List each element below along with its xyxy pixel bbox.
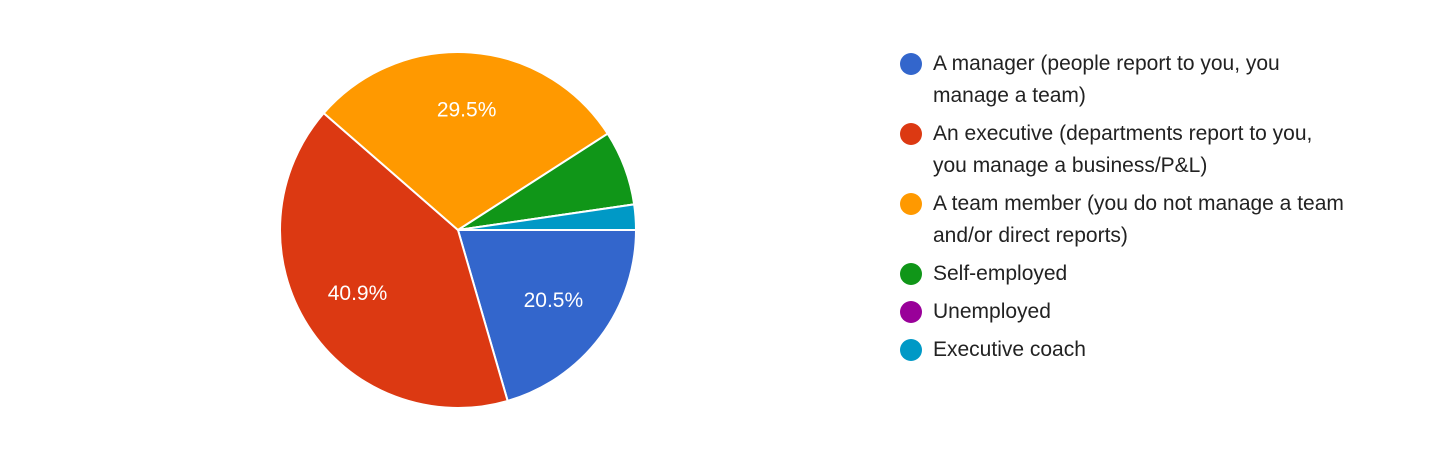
legend-item: A team member (you do not manage a team … bbox=[900, 188, 1350, 252]
slice-label: 29.5% bbox=[437, 99, 497, 122]
legend-label: A team member (you do not manage a team … bbox=[933, 192, 1344, 247]
legend-swatch bbox=[900, 263, 922, 285]
legend-item: An executive (departments report to you,… bbox=[900, 118, 1350, 182]
legend-label: Self-employed bbox=[933, 262, 1068, 285]
legend-swatch bbox=[900, 301, 922, 323]
legend-swatch bbox=[900, 53, 922, 75]
legend-label: Unemployed bbox=[933, 300, 1051, 323]
pie-chart: 20.5% 40.9% 29.5% bbox=[279, 51, 638, 409]
legend-swatch bbox=[900, 339, 922, 361]
slice-label: 20.5% bbox=[524, 289, 584, 312]
legend-swatch bbox=[900, 123, 922, 145]
legend-item: A manager (people report to you, you man… bbox=[900, 48, 1350, 112]
slice-label: 40.9% bbox=[328, 282, 388, 305]
pie-slice bbox=[457, 203, 638, 231]
legend: A manager (people report to you, you man… bbox=[900, 48, 1350, 372]
legend-item: Executive coach bbox=[900, 334, 1350, 366]
legend-label: Executive coach bbox=[933, 338, 1086, 361]
legend-label: A manager (people report to you, you man… bbox=[933, 52, 1280, 107]
pie-slice bbox=[456, 229, 638, 403]
legend-label: An executive (departments report to you,… bbox=[933, 122, 1313, 177]
legend-item: Self-employed bbox=[900, 258, 1350, 290]
legend-swatch bbox=[900, 193, 922, 215]
pie-slice bbox=[322, 51, 610, 232]
legend-item: Unemployed bbox=[900, 296, 1350, 328]
pie-slice bbox=[279, 111, 509, 409]
